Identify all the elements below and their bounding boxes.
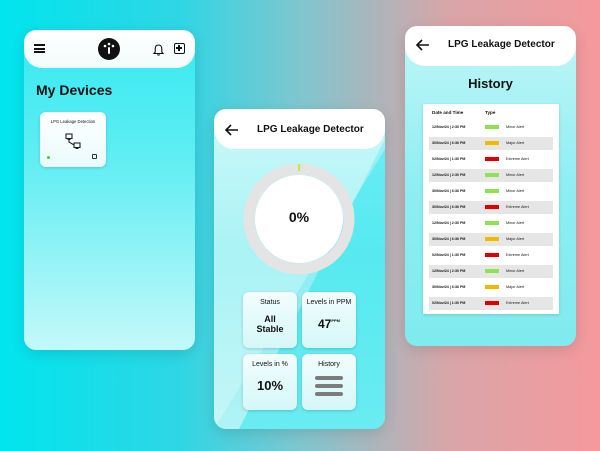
history-tile[interactable]: History (302, 354, 356, 410)
row-date: 12/Nov/24 | 2:30 PM (432, 173, 466, 177)
column-header-type: Type (485, 110, 496, 115)
row-date: 02/Nov/24 | 1:30 PM (432, 301, 466, 305)
status-value-line1: All (264, 314, 276, 324)
row-type: Minor Alert (506, 269, 525, 273)
level-gauge (242, 162, 356, 276)
ppm-value: 47 (317, 317, 332, 331)
ppm-value-wrap: 47PPM (302, 317, 356, 331)
header: LPG Leakage Detector (214, 109, 385, 149)
header-title: LPG Leakage Detector (448, 39, 555, 50)
row-type: Extreme Alert (506, 157, 529, 161)
top-app-bar (24, 30, 195, 68)
status-tile[interactable]: Status All Stable (243, 292, 297, 348)
alert-level-swatch (485, 285, 499, 289)
row-type: Major Alert (506, 237, 525, 241)
row-date: 12/Nov/24 | 2:30 PM (432, 221, 466, 225)
menu-icon[interactable] (34, 44, 45, 53)
device-card[interactable]: LPG Leakage Detection (40, 112, 106, 167)
row-type: Minor Alert (506, 173, 525, 177)
table-row[interactable]: 02/Nov/24 | 1:30 PM Extreme Alert (429, 153, 553, 166)
alert-level-swatch (485, 189, 499, 193)
history-table: Date and Time Type 12/Nov/24 | 2:30 PM Mi… (423, 104, 559, 314)
row-date: 30/Nov/24 | 6:36 PM (432, 285, 466, 289)
open-external-icon[interactable] (92, 154, 97, 159)
table-row[interactable]: 12/Nov/24 | 2:30 PM Minor Alert (429, 217, 553, 230)
column-header-date: Date and Time (432, 110, 464, 115)
header: LPG Leakage Detector (405, 26, 576, 66)
row-type: Extreme Alert (506, 253, 529, 257)
percent-label: Levels in % (252, 361, 288, 368)
row-type: Extreme Alert (506, 205, 529, 209)
logo-icon (98, 38, 120, 60)
row-type: Extreme Alert (506, 301, 529, 305)
alert-level-swatch (485, 269, 499, 273)
status-value-line2: Stable (256, 324, 284, 334)
alert-level-swatch (485, 141, 499, 145)
table-row[interactable]: 12/Nov/24 | 2:30 PM Minor Alert (429, 265, 553, 278)
ppm-label: Levels in PPM (306, 299, 352, 306)
add-device-icon[interactable] (174, 43, 185, 54)
status-label: Status (260, 299, 280, 306)
bell-icon[interactable] (152, 43, 165, 56)
back-arrow-icon[interactable] (415, 38, 430, 51)
home-screen: My Devices LPG Leakage Detection (24, 30, 195, 350)
back-arrow-icon[interactable] (224, 123, 239, 136)
history-screen: LPG Leakage Detector History Date and Ti… (405, 26, 576, 346)
row-date: 30/Nov/24 | 6:36 PM (432, 237, 466, 241)
row-date: 12/Nov/24 | 2:30 PM (432, 269, 466, 273)
table-row[interactable]: 30/Nov/24 | 6:36 PM Major Alert (429, 281, 553, 294)
table-row[interactable]: 02/Nov/24 | 1:30 PM Extreme Alert (429, 249, 553, 262)
row-type: Minor Alert (506, 189, 525, 193)
percent-value: 10% (256, 378, 284, 393)
page-title: My Devices (36, 82, 113, 98)
row-date: 30/Nov/24 | 6:36 PM (432, 189, 466, 193)
row-date: 02/Nov/24 | 1:30 PM (432, 253, 466, 257)
table-row[interactable]: 12/Nov/24 | 2:30 PM Minor Alert (429, 169, 553, 182)
device-card-label: LPG Leakage Detection (50, 119, 96, 124)
ppm-unit: PPM (331, 318, 341, 323)
network-icon (65, 133, 81, 151)
alert-level-swatch (485, 301, 499, 305)
table-row[interactable]: 30/Nov/24 | 6:36 PM Major Alert (429, 137, 553, 150)
table-row[interactable]: 30/Nov/24 | 6:36 PM Minor Alert (429, 185, 553, 198)
header-title: LPG Leakage Detector (257, 124, 364, 135)
alert-level-swatch (485, 221, 499, 225)
ppm-tile[interactable]: Levels in PPM 47PPM (302, 292, 356, 348)
alert-level-swatch (485, 237, 499, 241)
table-row[interactable]: 30/Nov/24 | 6:36 PM Major Alert (429, 233, 553, 246)
alert-level-swatch (485, 173, 499, 177)
alert-level-swatch (485, 125, 499, 129)
list-icon (315, 376, 343, 400)
alert-level-swatch (485, 157, 499, 161)
detector-screen: LPG Leakage Detector 0% Status All Stabl… (214, 109, 385, 429)
percent-tile[interactable]: Levels in % 10% (243, 354, 297, 410)
row-date: 12/Nov/24 | 2:30 PM (432, 125, 466, 129)
gauge-value: 0% (288, 209, 310, 225)
table-row[interactable]: 30/Nov/24 | 6:36 PM Extreme Alert (429, 201, 553, 214)
table-row[interactable]: 12/Nov/24 | 2:30 PM Minor Alert (429, 121, 553, 134)
status-dot (47, 156, 50, 159)
alert-level-swatch (485, 253, 499, 257)
row-date: 30/Nov/24 | 6:36 PM (432, 205, 466, 209)
row-type: Major Alert (506, 141, 525, 145)
page-title: History (468, 76, 513, 91)
row-type: Minor Alert (506, 221, 525, 225)
row-date: 30/Nov/24 | 6:36 PM (432, 141, 466, 145)
row-date: 02/Nov/24 | 1:30 PM (432, 157, 466, 161)
row-type: Major Alert (506, 285, 525, 289)
history-label: History (318, 361, 340, 368)
row-type: Minor Alert (506, 125, 525, 129)
table-row[interactable]: 02/Nov/24 | 1:30 PM Extreme Alert (429, 297, 553, 310)
alert-level-swatch (485, 205, 499, 209)
